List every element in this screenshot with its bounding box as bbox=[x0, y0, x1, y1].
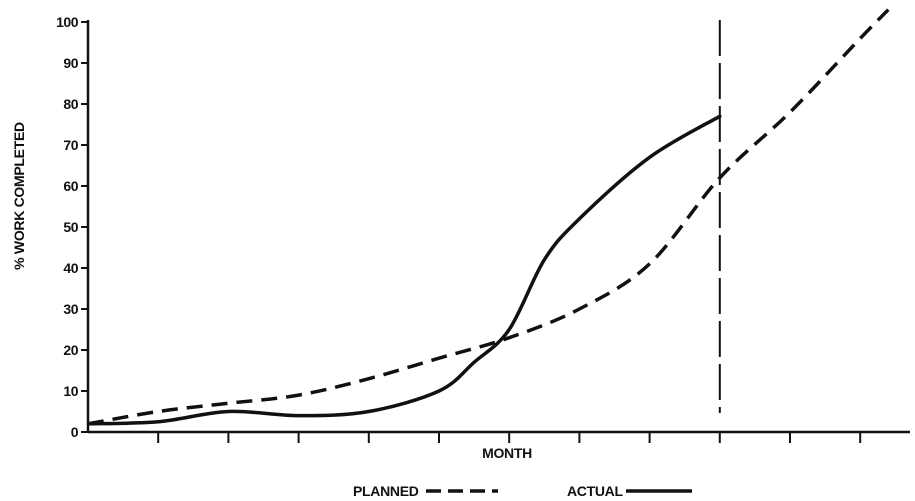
y-tick-label: 20 bbox=[63, 342, 78, 358]
legend-label-actual: ACTUAL bbox=[567, 483, 623, 499]
x-axis-label: MONTH bbox=[482, 445, 532, 461]
legend-label-planned: PLANNED bbox=[353, 483, 419, 499]
y-tick-label: 30 bbox=[63, 301, 78, 317]
y-tick-label: 80 bbox=[63, 96, 78, 112]
y-tick-label: 70 bbox=[63, 137, 78, 153]
series-line-actual bbox=[88, 114, 722, 426]
y-tick-label: 90 bbox=[63, 55, 78, 71]
y-tick-label: 40 bbox=[63, 260, 78, 276]
series-line-planned bbox=[88, 8, 890, 426]
legend: PLANNED ACTUAL bbox=[353, 483, 692, 499]
y-tick-label: 60 bbox=[63, 178, 78, 194]
x-axis bbox=[88, 430, 910, 443]
series-lines bbox=[88, 8, 890, 426]
y-tick-label: 10 bbox=[63, 383, 78, 399]
y-axis: 0 10 20 30 40 50 60 70 80 90 100 bbox=[56, 14, 90, 440]
y-tick-label: 50 bbox=[63, 219, 78, 235]
y-tick-label: 100 bbox=[56, 14, 79, 30]
y-axis-label: % WORK COMPLETED bbox=[11, 122, 27, 270]
y-tick-label: 0 bbox=[71, 424, 79, 440]
